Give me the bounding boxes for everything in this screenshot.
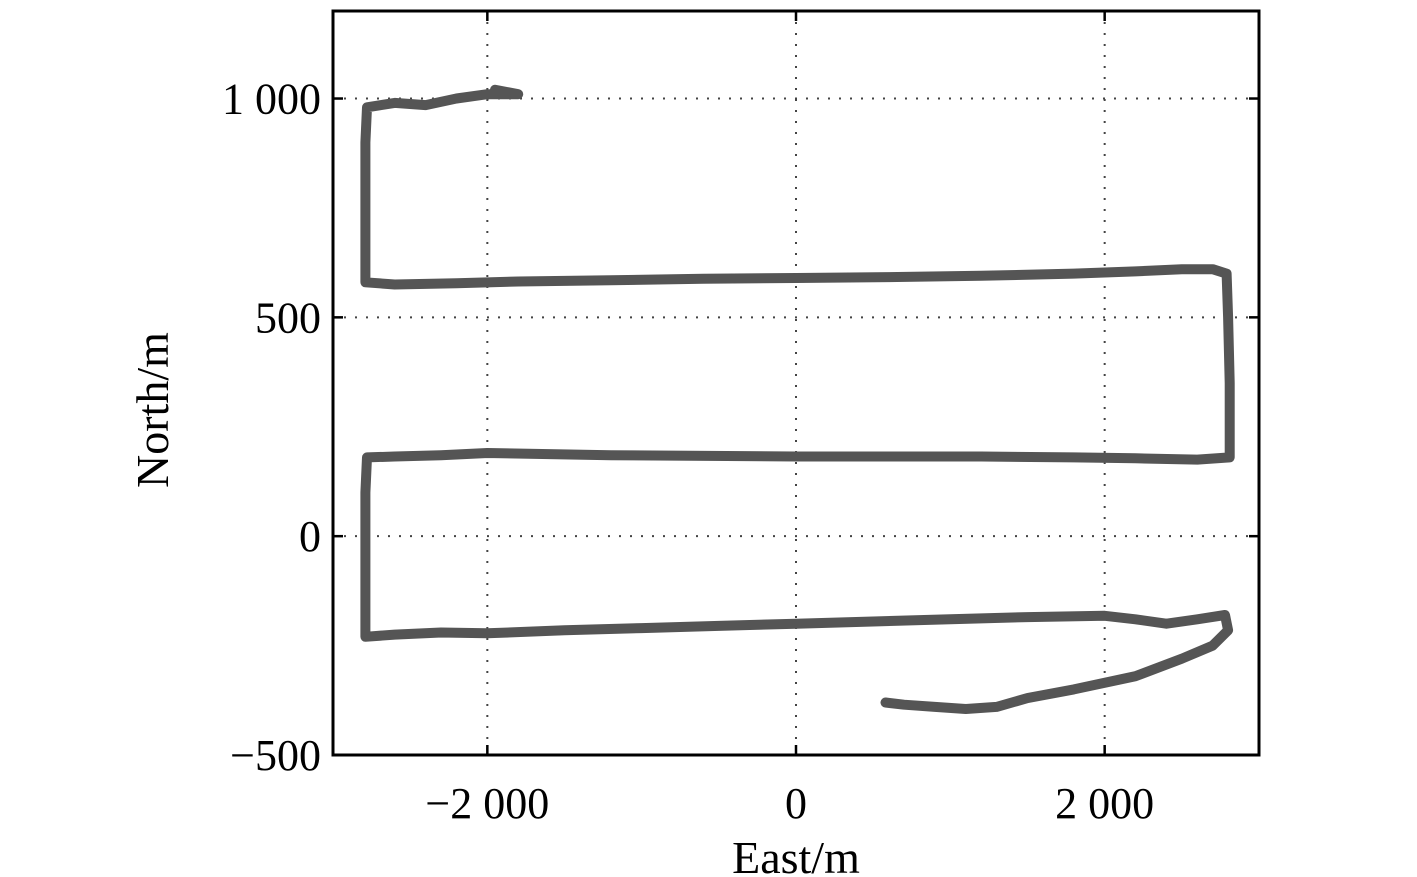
ticks: −2 000 0 2 000 −500 0 500 1 000 xyxy=(222,11,1259,828)
x-tick-label: −2 000 xyxy=(425,779,549,828)
grid-lines xyxy=(333,11,1259,755)
y-axis-label: North/m xyxy=(127,332,178,488)
y-tick-label: 500 xyxy=(255,293,321,342)
x-tick-label: 0 xyxy=(785,779,807,828)
y-tick-label: −500 xyxy=(230,731,321,780)
y-tick-label: 1 000 xyxy=(222,75,321,124)
x-axis-label: East/m xyxy=(732,832,860,877)
series-line xyxy=(360,84,1235,714)
y-tick-label: 0 xyxy=(299,512,321,561)
x-tick-label: 2 000 xyxy=(1055,779,1154,828)
series-layer xyxy=(360,84,1235,714)
